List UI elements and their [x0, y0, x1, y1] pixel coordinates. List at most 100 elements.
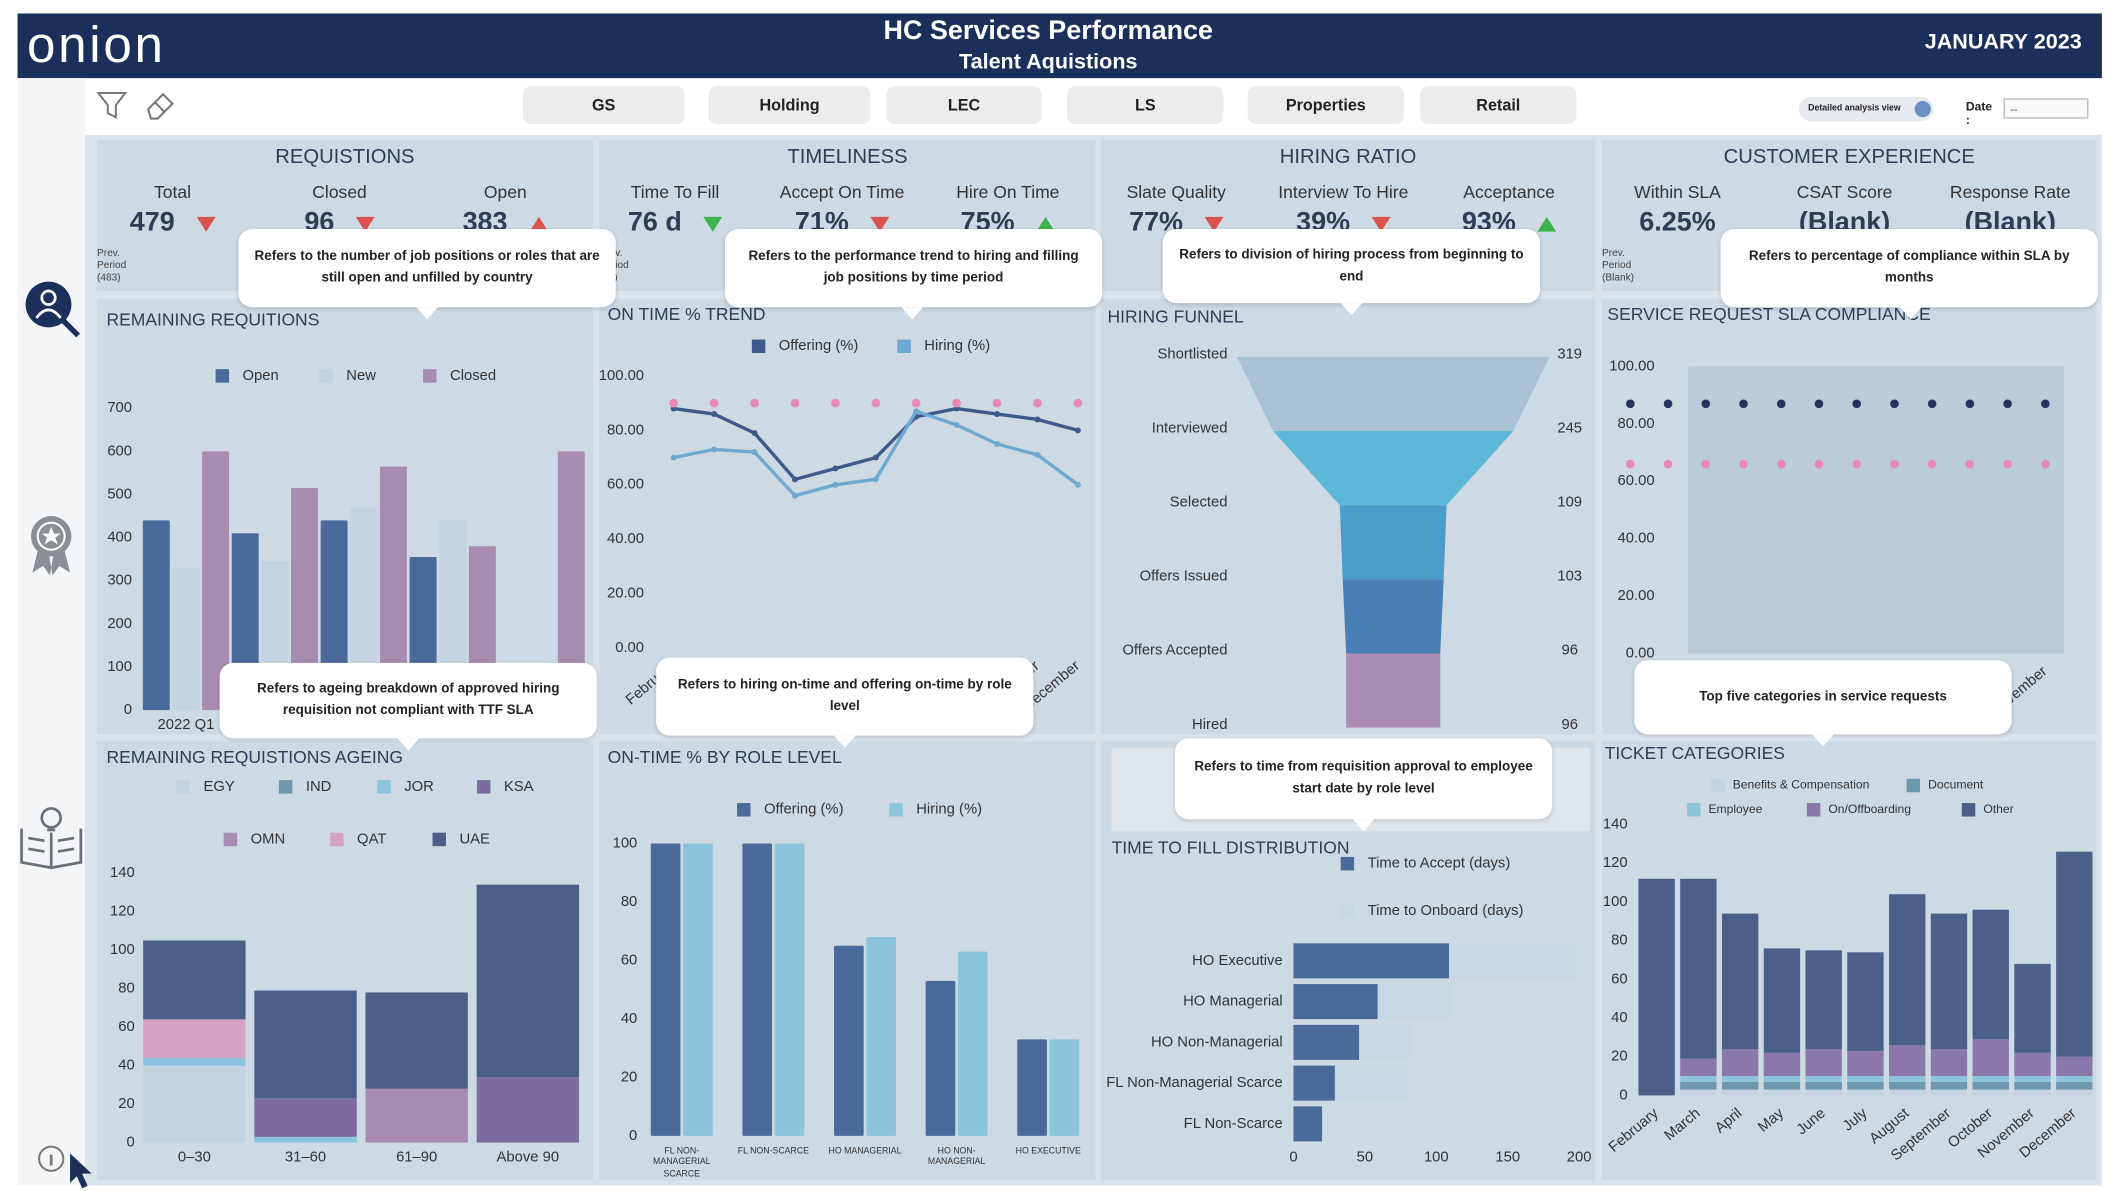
marker — [1701, 459, 1711, 469]
legend-label: JOR — [404, 779, 434, 795]
filter-tab[interactable]: Holding — [708, 86, 871, 124]
bar — [1889, 1076, 1926, 1082]
info-icon[interactable] — [38, 1145, 92, 1189]
marker — [1927, 459, 1937, 469]
y-tick-label: 40 — [1611, 1010, 1627, 1026]
kpi-value: 6.25% — [1639, 207, 1716, 238]
marker — [1701, 399, 1711, 409]
funnel-segment — [1273, 431, 1514, 506]
learning-icon[interactable] — [20, 807, 83, 870]
y-tick-label: 80.00 — [607, 422, 644, 438]
bar — [1847, 1050, 1884, 1077]
award-icon[interactable] — [30, 516, 72, 576]
bar — [1847, 1089, 1884, 1096]
chart-title: ON TIME % TREND — [608, 304, 766, 324]
kpi-value: 76 d — [627, 207, 682, 238]
y-tick-label: 60.00 — [607, 477, 644, 493]
chart-title: REMAINING REQUITIONS — [106, 309, 319, 329]
chart-title: SERVICE REQUEST SLA COMPLIANCE — [1607, 304, 1930, 324]
bar — [1680, 878, 1717, 1059]
bar — [143, 1019, 246, 1058]
profile-icon[interactable] — [25, 281, 81, 338]
legend-label: QAT — [357, 831, 386, 847]
bar — [1805, 1048, 1842, 1077]
y-tick-label: FL Non-Scarce — [1184, 1116, 1283, 1132]
x-tick-label: 61–90 — [396, 1149, 437, 1165]
bar — [291, 488, 318, 711]
y-tick-label: 20 — [621, 1069, 637, 1085]
funnel-segment — [1346, 653, 1441, 728]
y-tick-label: 120 — [110, 904, 135, 920]
x-tick-label: HO MANAGERIAL — [828, 1146, 902, 1157]
filter-icon[interactable] — [96, 91, 128, 119]
marker — [1927, 399, 1937, 409]
bar — [2014, 1089, 2051, 1096]
y-tick-label: 40 — [621, 1011, 637, 1027]
tooltip: Refers to the performance trend to hirin… — [724, 229, 1103, 308]
marker — [1034, 451, 1041, 458]
funnel-segment — [1342, 579, 1444, 654]
marker — [1074, 427, 1081, 434]
kpi-prev: Prev. Period (483) — [97, 246, 127, 283]
marker — [751, 449, 758, 456]
logo: onion — [26, 17, 166, 75]
y-tick-label: 20.00 — [1618, 588, 1655, 604]
chart-title: TIME TO FILL DISTRIBUTION — [1112, 837, 1350, 857]
legend-label: IND — [306, 779, 332, 795]
marker — [750, 398, 759, 408]
bar — [350, 507, 378, 711]
marker — [952, 398, 961, 408]
date-select[interactable]: -- — [2003, 98, 2089, 119]
bar — [1680, 1089, 1717, 1096]
bar — [1638, 878, 1675, 1096]
bar — [1889, 1045, 1926, 1077]
stage-value: 103 — [1557, 569, 1582, 585]
bar — [143, 1065, 246, 1143]
x-tick-label: July — [1840, 1105, 1871, 1135]
stage-label: Selected — [1170, 494, 1228, 510]
bar — [2014, 1052, 2051, 1077]
detail-button[interactable]: Detailed analysis view — [1798, 97, 1934, 122]
kpi-label: CSAT Score — [1796, 181, 1893, 203]
tooltip: Refers to percentage of compliance withi… — [1720, 229, 2098, 308]
bar — [1049, 1039, 1080, 1136]
legend-label: Employee — [1708, 802, 1762, 816]
bar — [1377, 984, 1453, 1020]
bar — [202, 451, 230, 711]
legend-swatch — [737, 803, 751, 817]
tooltip: Refers to the number of job positions or… — [238, 229, 616, 308]
bar — [1721, 913, 1759, 1049]
filter-tab[interactable]: Properties — [1247, 86, 1404, 124]
bar — [1805, 950, 1842, 1049]
y-tick-label: 60 — [621, 952, 637, 968]
bar — [834, 945, 864, 1136]
legend-swatch — [215, 369, 230, 383]
filter-tab[interactable]: LS — [1067, 86, 1224, 124]
x-tick-label: 31–60 — [285, 1149, 326, 1165]
chart-title: ON-TIME % BY ROLE LEVEL — [608, 747, 842, 767]
y-tick-label: 140 — [110, 865, 135, 881]
trend-arrow — [870, 216, 890, 232]
marker — [1814, 459, 1824, 469]
marker — [1965, 399, 1975, 409]
filter-tab[interactable]: Retail — [1420, 86, 1577, 124]
x-tick-label: April — [1712, 1105, 1745, 1136]
marker — [994, 440, 1001, 447]
bar — [143, 940, 246, 1020]
legend-swatch — [1906, 778, 1921, 793]
marker — [2003, 399, 2012, 409]
marker — [953, 421, 960, 428]
marker — [711, 446, 718, 453]
bar — [172, 567, 200, 711]
kpi-label: Time To Fill — [630, 181, 720, 203]
tooltip: Refers to hiring on-time and offering on… — [656, 657, 1034, 736]
y-tick-label: HO Managerial — [1183, 994, 1283, 1010]
stage-value: 109 — [1557, 494, 1582, 510]
y-tick-label: 500 — [107, 486, 132, 502]
legend-label: Closed — [450, 368, 496, 384]
legend-swatch — [897, 339, 911, 354]
marker — [1776, 399, 1786, 409]
filter-tab[interactable]: LEC — [886, 86, 1042, 124]
eraser-icon[interactable] — [147, 92, 174, 120]
filter-tab[interactable]: GS — [522, 86, 685, 124]
